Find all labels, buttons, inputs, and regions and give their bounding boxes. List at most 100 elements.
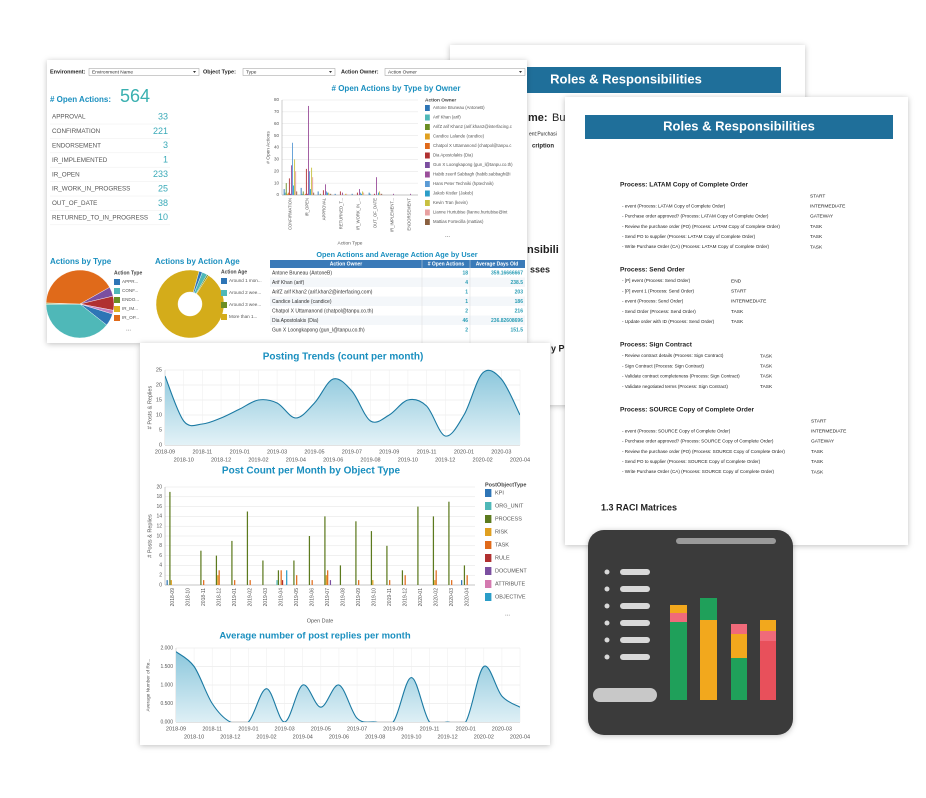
y-tick-label: 0 <box>159 442 162 448</box>
bar <box>466 575 468 585</box>
bar <box>217 575 219 585</box>
doc-body: Process: LATAM Copy of Complete Order STA… <box>620 182 846 476</box>
x-tick-label: 2019-04 <box>293 734 313 740</box>
bar <box>373 193 375 195</box>
y-tick-label: 1.000 <box>160 682 173 688</box>
doc-line-type: INTERMEDIATE <box>731 299 766 305</box>
y-tick-label: 40 <box>274 145 280 150</box>
legend-swatch <box>485 489 492 497</box>
status-value: 10 <box>158 212 168 222</box>
bar <box>376 177 377 195</box>
x-tick-label: IR_WORK_IN_... <box>356 198 361 230</box>
filter-value: Type <box>246 69 257 75</box>
bar <box>289 193 291 195</box>
bar <box>363 192 365 195</box>
icon-dot <box>604 637 610 643</box>
legend-label: CONF... <box>122 288 138 293</box>
icon-bar-part <box>760 620 776 631</box>
doc-line: - Review the purchase order (PO) (Proces… <box>622 224 780 229</box>
legend-swatch <box>425 219 430 225</box>
bar <box>296 575 298 585</box>
bar <box>311 167 313 195</box>
bar <box>432 516 435 585</box>
legend-swatch <box>114 306 120 312</box>
legend-label: RISK <box>495 529 508 535</box>
x-tick-label: 2020-01 <box>418 588 424 607</box>
doc-section-title: Process: SOURCE Copy of Complete Order <box>620 407 754 414</box>
legend-title: Action Type <box>114 270 142 276</box>
x-tick-label: 2019-09 <box>356 588 362 607</box>
doc-line-type: START <box>731 288 746 294</box>
x-tick-label: 2018-10 <box>184 734 204 740</box>
bar <box>276 580 278 585</box>
bar <box>231 540 233 585</box>
x-tick-label: 2020-04 <box>465 588 471 607</box>
bar <box>330 193 332 195</box>
legend-swatch <box>114 288 120 294</box>
doc-line-type: GATEWAY <box>810 214 834 220</box>
x-tick-label: APPROVAL <box>322 197 327 220</box>
bar <box>304 193 306 195</box>
filter-select[interactable] <box>88 68 200 76</box>
bar <box>327 570 329 585</box>
legend-more: ... <box>505 612 510 618</box>
table-cell: 216 <box>515 308 524 314</box>
doc-line: - Validate contract completeness (Proces… <box>622 374 740 379</box>
bar <box>448 501 450 585</box>
bar <box>451 580 453 585</box>
bar <box>284 192 286 195</box>
doc-page <box>565 97 908 545</box>
x-tick-label: 2019-11 <box>420 726 440 732</box>
status-label: IR_IMPLEMENTED <box>52 157 108 164</box>
y-tick-label: 15 <box>156 397 162 403</box>
y-tick-label: 80 <box>274 97 280 102</box>
y-axis-label: Average Number of Re... <box>145 659 151 712</box>
status-label: IR_WORK_IN_PROGRESS <box>52 186 130 193</box>
x-tick-label: 2019-07 <box>325 588 331 607</box>
dropdown-arrow <box>519 71 522 73</box>
bar <box>234 580 236 585</box>
legend-label: IR_OP... <box>122 315 139 320</box>
x-tick-label: 2019-04 <box>286 457 306 463</box>
bar <box>362 191 364 195</box>
doc-line: - Review contract details (Process: Sign… <box>622 353 724 358</box>
doc-line: - [P] event 1 (Process: Send Order) <box>622 288 694 293</box>
status-label: ENDORSEMENT <box>52 142 101 149</box>
bar <box>346 193 348 195</box>
filter-select[interactable] <box>384 68 526 76</box>
table-cell: ArifZ arif Khan2 (arif.khan2@interfacing… <box>272 289 373 295</box>
chart-title: Posting Trends (count per month) <box>263 352 424 363</box>
x-tick-label: 2019-05 <box>294 588 300 607</box>
bar <box>356 192 358 195</box>
bar <box>435 570 437 585</box>
bar <box>434 580 436 585</box>
doc-fragment: me: <box>528 112 548 124</box>
icon-bar-part <box>731 658 747 700</box>
table-cell: 2 <box>465 327 468 333</box>
chart-title: Post Count per Month by Object Type <box>222 466 401 477</box>
y-tick-label: 10 <box>156 533 162 539</box>
doc-line-type: TASK <box>810 234 823 240</box>
x-tick-label: 2018-11 <box>202 726 222 732</box>
y-tick-label: 14 <box>156 514 162 520</box>
x-tick-label: 2019-02 <box>248 588 254 607</box>
x-tick-label: 2020-04 <box>510 457 530 463</box>
status-value: 38 <box>158 198 168 208</box>
bar <box>306 193 308 195</box>
doc-line: - Send PO to supplier (Process: LATAM Co… <box>622 234 756 239</box>
legend-label: Hans Peter Techniki (hptechnik) <box>433 181 494 186</box>
y-tick-label: 25 <box>156 367 162 373</box>
chart-title: Actions by Action Age <box>155 257 240 266</box>
x-tick-label: 2018-11 <box>192 449 212 455</box>
filter-select[interactable] <box>242 68 336 76</box>
bar <box>380 193 382 195</box>
bar <box>293 560 295 585</box>
legend-label: Mattias Fortecilla (mattias) <box>433 219 484 224</box>
legend-label: ArifZ arif Khan2 (arif.khan2@interfacing… <box>433 124 513 129</box>
bar <box>296 191 298 195</box>
y-tick-label: 0 <box>276 192 279 197</box>
y-tick-label: 16 <box>156 504 162 510</box>
bar <box>291 165 292 195</box>
y-tick-label: 20 <box>156 382 162 388</box>
